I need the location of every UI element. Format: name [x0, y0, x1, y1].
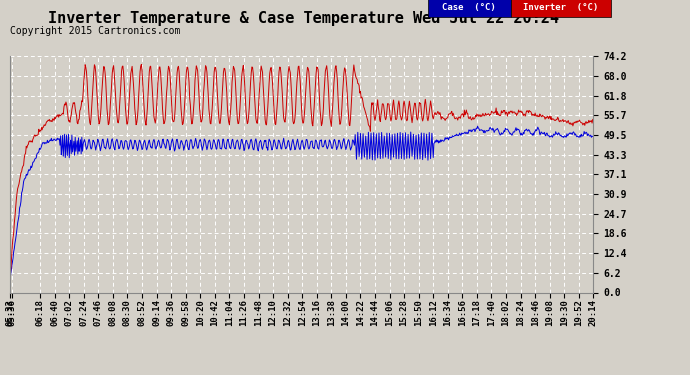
Text: Case  (°C): Case (°C): [442, 3, 496, 12]
Text: Copyright 2015 Cartronics.com: Copyright 2015 Cartronics.com: [10, 26, 181, 36]
Text: Inverter  (°C): Inverter (°C): [523, 3, 598, 12]
Text: Inverter Temperature & Case Temperature Wed Jul 22 20:24: Inverter Temperature & Case Temperature …: [48, 11, 559, 26]
